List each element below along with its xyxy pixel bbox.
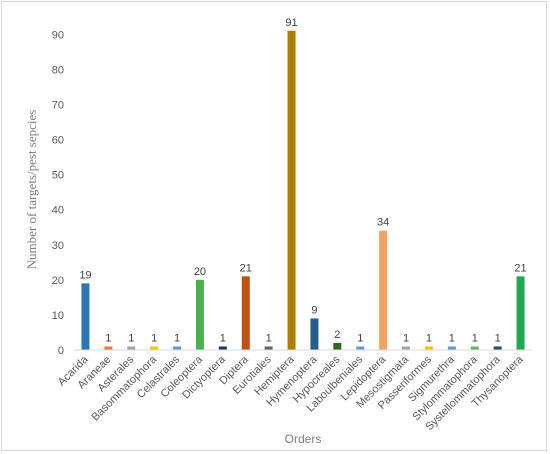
- data-label-diptera: 21: [240, 262, 252, 274]
- data-label-hypocreales: 2: [334, 329, 340, 341]
- y-tick-label-10: 10: [52, 310, 64, 322]
- bar-dictyoptera: [218, 346, 227, 350]
- y-axis: 0 10 20 30 40 50 60 70 80 90: [52, 29, 64, 357]
- data-label-sigmurethra: 1: [449, 332, 455, 344]
- bar-hymenoptera: [310, 318, 319, 350]
- bar-celastrales: [173, 346, 182, 350]
- data-label-thysanoptera: 21: [514, 262, 526, 274]
- bar-hemiptera: [287, 30, 296, 351]
- y-tick-label-40: 40: [52, 205, 64, 217]
- bar-systellommatophora: [493, 346, 502, 350]
- data-label-dictyoptera: 1: [220, 332, 226, 344]
- bar-eurotiales: [264, 346, 273, 350]
- data-label-systellommatophora: 1: [495, 332, 501, 344]
- data-label-basommatophora: 1: [151, 332, 157, 344]
- y-tick-label-50: 50: [52, 170, 64, 182]
- bar-lepidoptera: [379, 230, 388, 350]
- bar-mesostigmata: [402, 346, 411, 350]
- data-label-mesostigmata: 1: [403, 332, 409, 344]
- bar-asterales: [127, 346, 136, 350]
- bar-laboulbeniales: [356, 346, 365, 350]
- data-label-laboulbeniales: 1: [357, 332, 363, 344]
- data-label-hymenoptera: 9: [311, 304, 317, 316]
- data-label-stylommatophora: 1: [472, 332, 478, 344]
- y-tick-label-20: 20: [52, 275, 64, 287]
- bar-basommatophora: [150, 346, 159, 350]
- bar-araneae: [104, 346, 113, 350]
- y-tick-label-0: 0: [58, 345, 64, 357]
- bar-coleoptera: [195, 279, 204, 350]
- y-tick-label-80: 80: [52, 64, 64, 76]
- data-label-acarida: 19: [79, 269, 91, 281]
- bar-sigmurethra: [447, 346, 456, 350]
- bar-acarida: [81, 283, 90, 350]
- bar-stylommatophora: [470, 346, 479, 350]
- data-label-lepidoptera: 34: [377, 217, 389, 229]
- bar-passeriformes: [424, 346, 433, 350]
- y-tick-label-30: 30: [52, 240, 64, 252]
- bar-hypocreales: [333, 342, 342, 350]
- y-tick-label-60: 60: [52, 135, 64, 147]
- x-axis: AcaridaAraneaeAsteralesBasommatophoraCel…: [56, 353, 527, 433]
- data-label-asterales: 1: [128, 332, 134, 344]
- y-tick-label-70: 70: [52, 99, 64, 111]
- data-label-coleoptera: 20: [194, 266, 206, 278]
- bar-thysanoptera: [516, 276, 525, 350]
- data-label-araneae: 1: [105, 332, 111, 344]
- data-label-celastrales: 1: [174, 332, 180, 344]
- data-label-eurotiales: 1: [266, 332, 272, 344]
- data-label-passeriformes: 1: [426, 332, 432, 344]
- y-tick-label-90: 90: [52, 29, 64, 41]
- x-axis-title: Orders: [285, 432, 322, 446]
- data-label-hemiptera: 91: [285, 17, 297, 29]
- y-axis-title: Number of targets/pest sepcies: [24, 110, 39, 270]
- bar-diptera: [241, 276, 250, 350]
